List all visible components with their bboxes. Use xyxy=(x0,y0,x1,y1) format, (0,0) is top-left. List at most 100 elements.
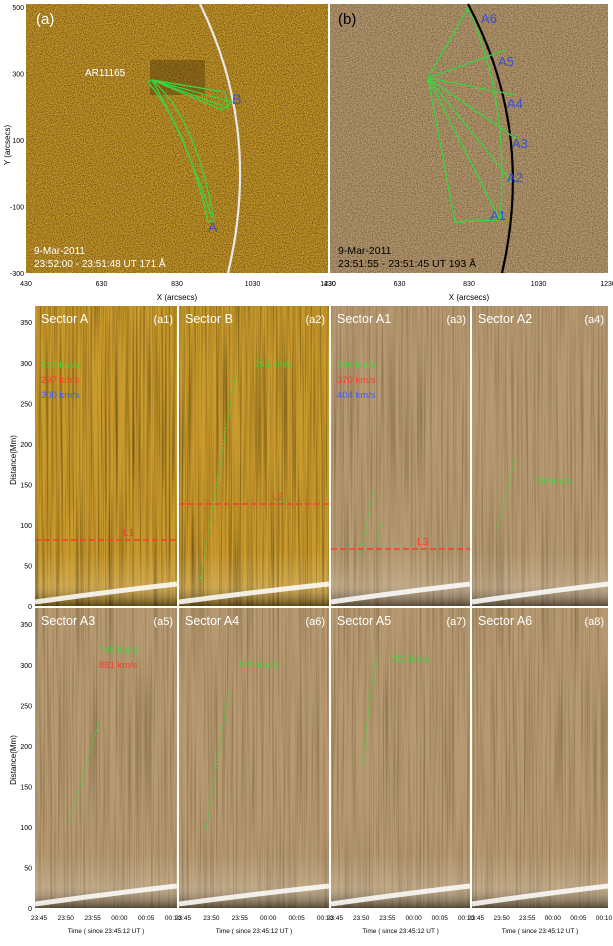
td-panel-fit-line xyxy=(495,455,517,535)
td-panel-speed-label: 297 km/s xyxy=(41,375,80,386)
td-panel-tag: (a7) xyxy=(446,616,466,628)
panel-a-ar-label: AR11165 xyxy=(85,68,126,79)
td-panel-sector-title: Sector A5 xyxy=(337,614,391,628)
td-panel-bright-band xyxy=(34,883,178,907)
td-x-tick-label: 00:05 xyxy=(432,915,449,922)
td-panel-tag: (a5) xyxy=(153,616,173,628)
top-x-tick-label: 830 xyxy=(463,281,475,288)
td-x-tick-label: 23:50 xyxy=(203,915,220,922)
td-panel-fit-line xyxy=(199,371,237,583)
td-y-tick-label: 300 xyxy=(20,663,32,670)
td-x-tick-label: 00:10 xyxy=(596,915,613,922)
panel-a-time: 23:52:00 - 23:51:48 UT 171 Å xyxy=(34,257,166,270)
top-y-tick-label: 300 xyxy=(12,72,24,79)
td-panel-speed-label: 712 km/s xyxy=(391,654,430,665)
td-panel-bright-band xyxy=(34,581,178,605)
td-x-tick-label: 00:00 xyxy=(405,915,422,922)
td-panel-5: Sector A3 (a5) 745 km/s 881 km/s xyxy=(34,608,178,908)
td-panel-tag: (a3) xyxy=(446,314,466,326)
top-x-tick-label: 630 xyxy=(394,281,406,288)
top-x-tick-label: 430 xyxy=(20,281,32,288)
td-x-tick-label: 23:45 xyxy=(31,915,48,922)
td-panel-sector-title: Sector B xyxy=(185,312,233,326)
panel-b-sector-label-a2: A2 xyxy=(507,170,523,185)
td-panel-speed-label: 396 km/s xyxy=(337,360,376,371)
td-panel-bright-band xyxy=(330,883,471,907)
td-panel-sector-title: Sector A1 xyxy=(337,312,391,326)
td-panel-6: Sector A4 (a6) 882 km/s xyxy=(178,608,330,908)
td-y-tick-label: 50 xyxy=(24,563,32,570)
td-y-axis-label-row1: Distance(Mm) xyxy=(9,435,18,485)
td-y-axis-label-row2: Distance(Mm) xyxy=(9,735,18,785)
td-panel-tag: (a4) xyxy=(584,314,604,326)
panel-a-limb xyxy=(199,3,242,274)
top-y-axis-label: Y (arcsecs) xyxy=(3,125,12,166)
top-x-tick-label: 1230 xyxy=(320,281,336,288)
td-panel-tag: (a2) xyxy=(305,314,325,326)
td-x-tick-label: 00:05 xyxy=(570,915,587,922)
panel-b-time: 23:51:55 - 23:51:45 UT 193 Å xyxy=(338,257,476,270)
panel-b-sector-label-a4: A4 xyxy=(507,96,523,111)
td-panel-bright-band xyxy=(178,883,330,907)
top-x-tick-label: 830 xyxy=(171,281,183,288)
td-x-tick-label: 23:55 xyxy=(232,915,249,922)
panel-b-sector-label-a5: A5 xyxy=(498,54,514,69)
td-x-tick-label: 23:50 xyxy=(353,915,370,922)
td-y-tick-label: 0 xyxy=(28,906,32,913)
panel-a: (a) AR11165 A B 9-Mar-2011 23:52:00 - 23… xyxy=(26,3,328,274)
td-panel-speed-label: 793 km/s xyxy=(254,359,293,370)
td-y-tick-label: 150 xyxy=(20,482,32,489)
td-x-tick-label: 00:10 xyxy=(165,915,182,922)
td-y-tick-label: 250 xyxy=(20,401,32,408)
td-panel-speed-label: 300 km/s xyxy=(41,390,80,401)
td-panel-bright-band xyxy=(471,581,609,605)
panel-a-sectors xyxy=(146,79,234,223)
td-x-tick-label: 23:50 xyxy=(58,915,75,922)
panel-a-tag: (a) xyxy=(36,11,54,28)
panel-a-noise xyxy=(26,4,328,273)
td-panel-speed-label: 882 km/s xyxy=(239,660,278,671)
td-panel-tag: (a8) xyxy=(584,616,604,628)
top-y-ticks: 500 300 100 -100 -300 xyxy=(10,5,24,278)
panel-a-sector-label-a: A xyxy=(208,219,218,235)
top-x-tick-label: 1030 xyxy=(245,281,261,288)
panel-b-sectors xyxy=(427,7,519,223)
td-panel-3: L3 Sector A1 (a3) 396 km/s 370 km/s 404 km/s xyxy=(330,306,471,606)
td-x-tick-label: 23:45 xyxy=(175,915,192,922)
top-y-tick-label: 100 xyxy=(12,138,24,145)
td-panel-speed-label: 370 km/s xyxy=(337,375,376,386)
td-y-ticks: 350 300 250 200 150 100 50 0 350 300 250 200 150 100 5… xyxy=(20,320,32,913)
td-x-axis-label: Time ( since 23:45:12 UT ) xyxy=(68,928,145,935)
td-x-tick-label: 23:55 xyxy=(519,915,536,922)
td-panel-sector-title: Sector A3 xyxy=(41,614,95,628)
top-x-tick-label: 1230 xyxy=(600,281,613,288)
td-panel-fit-line xyxy=(205,691,230,831)
td-panel-8: Sector A6 (a8) xyxy=(471,608,609,908)
panel-b-date: 9-Mar-2011 xyxy=(338,245,392,257)
td-y-tick-label: 100 xyxy=(20,523,32,530)
td-panel-tag: (a6) xyxy=(305,616,325,628)
td-panel-speed-label: 313 km/s xyxy=(41,360,80,371)
td-panel-speed-label: 404 km/s xyxy=(337,390,376,401)
top-x-axis-label-b: X (arcsecs) xyxy=(449,293,490,302)
top-y-tick-label: -100 xyxy=(10,205,24,212)
td-panel-lobe-label: L1 xyxy=(123,528,135,539)
td-y-tick-label: 350 xyxy=(20,622,32,629)
td-panel-bright-band xyxy=(178,581,330,605)
td-x-tick-label: 23:50 xyxy=(493,915,510,922)
td-x-tick-label: 23:45 xyxy=(327,915,344,922)
td-panel-4: Sector A2 (a4) 720 km/s xyxy=(471,306,609,606)
top-y-tick-label: -300 xyxy=(10,271,24,278)
td-panel-1: L1 Sector A (a1) 313 km/s 297 km/s 300 km/s xyxy=(34,306,178,606)
td-panel-sector-title: Sector A xyxy=(41,312,89,326)
time-distance-panels: L1 Sector A (a1) 313 km/s 297 km/s 300 km/s L2… xyxy=(34,306,609,908)
td-x-tick-label: 00:00 xyxy=(545,915,562,922)
td-x-axis-labels: Time ( since 23:45:12 UT ) Time ( since 2… xyxy=(68,928,579,935)
panel-b-sector-label-a1: A1 xyxy=(490,208,506,223)
panel-b-noise xyxy=(330,4,608,273)
top-x-ticks-a: 430 630 830 1030 1230 xyxy=(20,281,336,288)
td-y-tick-label: 150 xyxy=(20,784,32,791)
td-y-tick-label: 0 xyxy=(28,604,32,611)
td-y-tick-label: 250 xyxy=(20,703,32,710)
